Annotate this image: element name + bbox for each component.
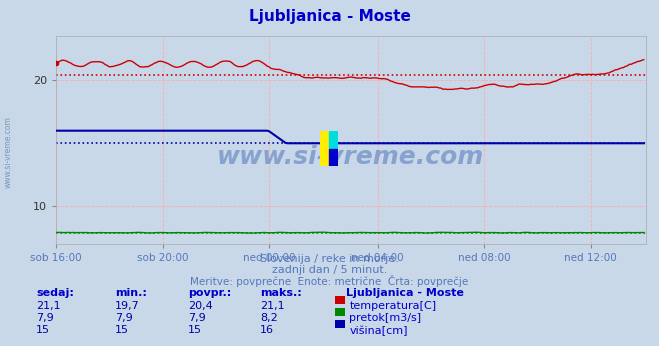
Text: 21,1: 21,1 <box>260 301 285 311</box>
Text: min.:: min.: <box>115 288 147 298</box>
Text: 15: 15 <box>115 325 129 335</box>
Text: sedaj:: sedaj: <box>36 288 74 298</box>
Text: Meritve: povprečne  Enote: metrične  Črta: povprečje: Meritve: povprečne Enote: metrične Črta:… <box>190 275 469 287</box>
Text: www.si-vreme.com: www.si-vreme.com <box>217 145 484 169</box>
Text: Ljubljanica - Moste: Ljubljanica - Moste <box>346 288 464 298</box>
Text: www.si-vreme.com: www.si-vreme.com <box>3 116 13 188</box>
Text: 20,4: 20,4 <box>188 301 213 311</box>
Bar <box>329 149 338 166</box>
Text: 7,9: 7,9 <box>36 313 54 323</box>
Text: višina[cm]: višina[cm] <box>349 325 408 336</box>
Bar <box>329 131 338 149</box>
Text: 16: 16 <box>260 325 274 335</box>
Text: 15: 15 <box>36 325 50 335</box>
Text: povpr.:: povpr.: <box>188 288 231 298</box>
Text: 7,9: 7,9 <box>188 313 206 323</box>
Text: 21,1: 21,1 <box>36 301 61 311</box>
Text: Slovenija / reke in morje.: Slovenija / reke in morje. <box>260 254 399 264</box>
Text: 7,9: 7,9 <box>115 313 133 323</box>
Text: zadnji dan / 5 minut.: zadnji dan / 5 minut. <box>272 265 387 275</box>
Text: 8,2: 8,2 <box>260 313 278 323</box>
Text: Ljubljanica - Moste: Ljubljanica - Moste <box>248 9 411 24</box>
Text: pretok[m3/s]: pretok[m3/s] <box>349 313 421 323</box>
Text: 19,7: 19,7 <box>115 301 140 311</box>
Text: temperatura[C]: temperatura[C] <box>349 301 436 311</box>
Bar <box>320 131 329 166</box>
Text: maks.:: maks.: <box>260 288 302 298</box>
Text: 15: 15 <box>188 325 202 335</box>
